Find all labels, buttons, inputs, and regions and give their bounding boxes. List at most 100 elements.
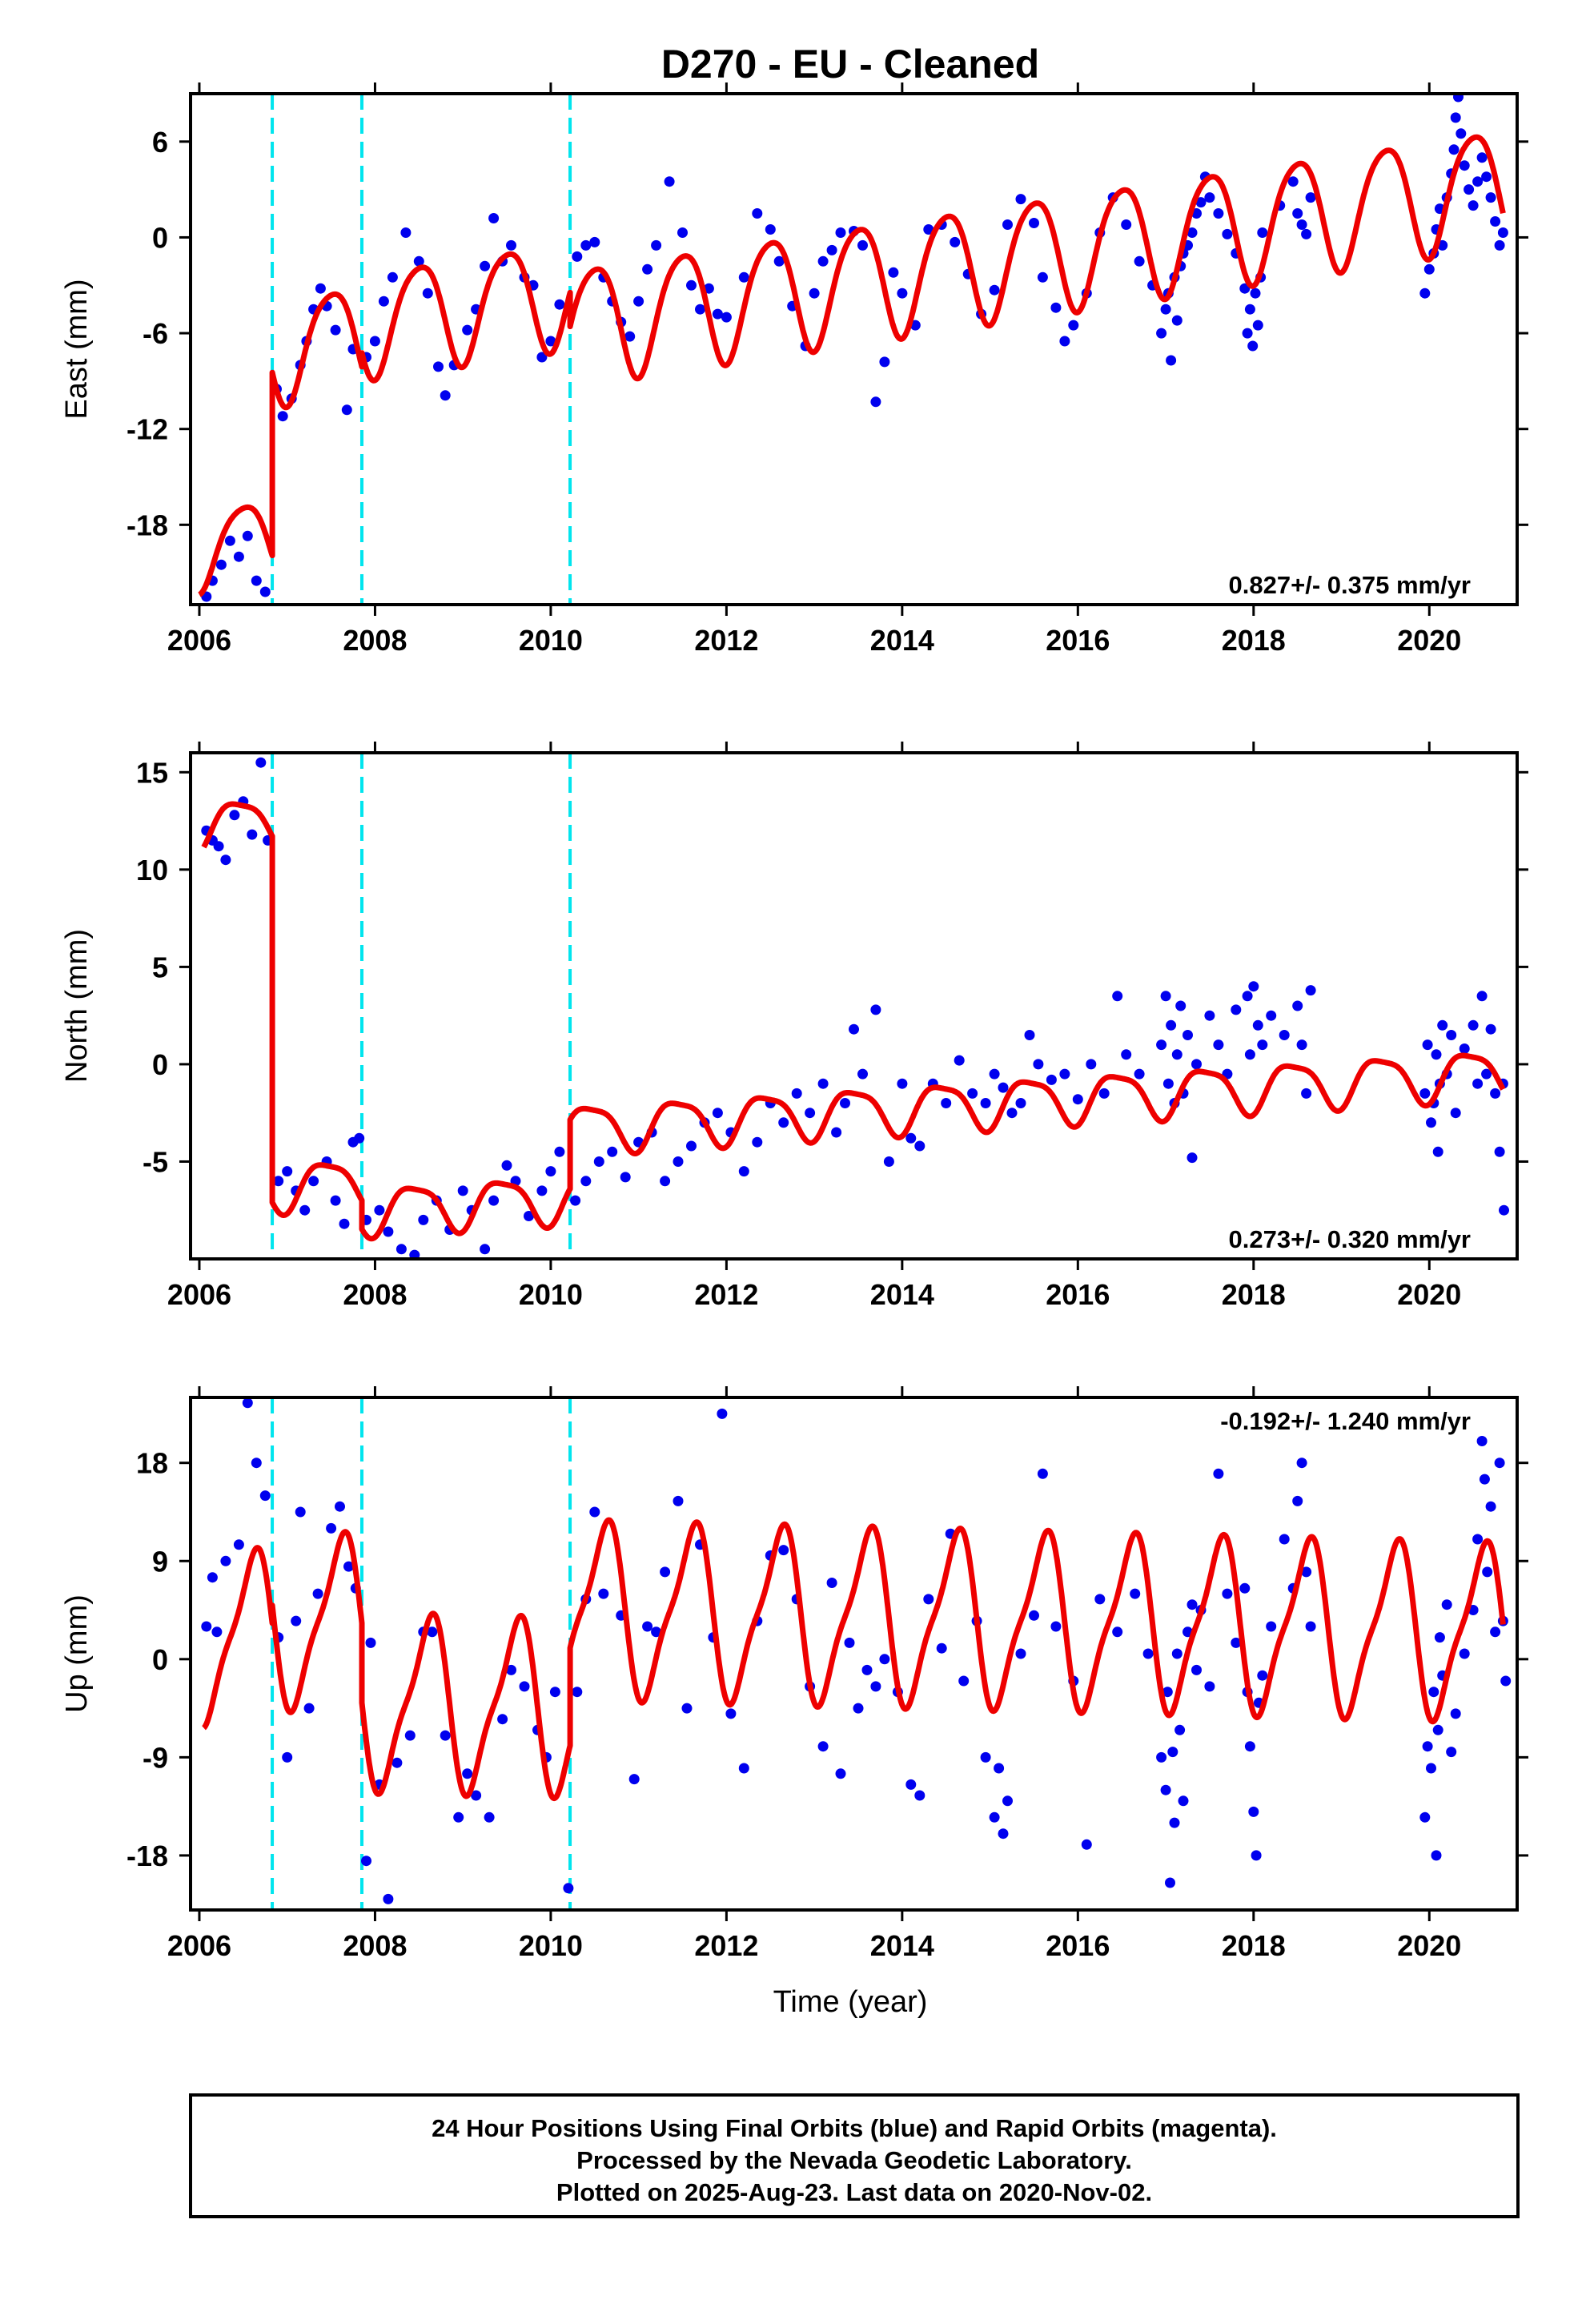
x-tick-label: 2018 xyxy=(1222,624,1286,657)
data-point xyxy=(524,1211,534,1221)
y-tick-label: 6 xyxy=(152,126,168,159)
data-point xyxy=(1244,1049,1255,1060)
data-point xyxy=(554,1146,565,1157)
data-point xyxy=(1305,985,1316,996)
data-point xyxy=(251,575,262,586)
data-point xyxy=(633,296,644,307)
data-point xyxy=(835,1768,846,1779)
data-point xyxy=(213,841,224,852)
x-tick-label: 2014 xyxy=(870,1929,934,1962)
data-point xyxy=(1244,304,1255,315)
data-point xyxy=(1476,1436,1488,1446)
y-tick-label: 15 xyxy=(136,756,168,789)
data-point xyxy=(303,1703,315,1714)
data-point xyxy=(664,176,675,187)
data-point xyxy=(1024,1030,1035,1040)
data-point xyxy=(580,1176,592,1187)
data-point xyxy=(1305,192,1316,203)
data-point xyxy=(1257,227,1268,238)
data-point xyxy=(1186,227,1198,238)
data-point xyxy=(1242,328,1253,339)
data-point xyxy=(1166,355,1177,366)
data-point xyxy=(1419,1088,1431,1099)
data-point xyxy=(1292,208,1303,219)
data-point xyxy=(1160,304,1171,315)
y-tick-label: 0 xyxy=(152,1643,168,1676)
data-point xyxy=(1160,991,1171,1002)
data-point xyxy=(1441,1599,1452,1610)
data-point xyxy=(242,1397,253,1409)
data-point xyxy=(1204,1010,1215,1021)
data-point xyxy=(462,1768,473,1779)
x-tick-label: 2014 xyxy=(870,1278,934,1311)
x-tick-label: 2016 xyxy=(1046,1278,1110,1311)
data-point xyxy=(826,244,837,255)
model-curve xyxy=(201,1517,1506,1802)
y-axis-title: East (mm) xyxy=(60,279,94,419)
data-point xyxy=(651,1626,662,1638)
data-point xyxy=(1252,1019,1263,1031)
data-point xyxy=(1006,1108,1018,1119)
data-point xyxy=(1050,302,1062,313)
data-point xyxy=(598,1588,609,1599)
data-point xyxy=(1301,1088,1312,1099)
data-point xyxy=(883,1156,894,1167)
data-point xyxy=(1046,1074,1057,1085)
x-tick-label: 2018 xyxy=(1222,1929,1286,1962)
data-point xyxy=(1296,1458,1307,1469)
data-point xyxy=(1156,328,1167,339)
y-tick-label: -6 xyxy=(143,317,168,350)
data-point xyxy=(1453,94,1464,103)
data-point xyxy=(589,1506,600,1518)
data-point xyxy=(1156,1039,1167,1051)
data-point xyxy=(1485,192,1496,203)
data-point xyxy=(1448,144,1460,155)
data-point xyxy=(1162,1687,1173,1698)
data-point xyxy=(1213,208,1224,219)
data-point xyxy=(717,1408,728,1419)
data-point xyxy=(480,260,491,271)
data-point xyxy=(1248,1806,1259,1817)
data-point xyxy=(361,1856,371,1867)
data-point xyxy=(738,1166,749,1177)
x-tick-label: 2008 xyxy=(343,624,407,657)
data-point xyxy=(404,1730,416,1741)
data-point xyxy=(563,1883,574,1894)
data-point xyxy=(1171,1648,1182,1659)
footer-line-3: Plotted on 2025-Aug-23. Last data on 202… xyxy=(556,2178,1152,2206)
data-point xyxy=(1472,176,1484,187)
data-point xyxy=(282,1751,293,1763)
data-point xyxy=(1191,1664,1202,1675)
data-point xyxy=(554,299,565,310)
data-point xyxy=(642,263,653,275)
data-point xyxy=(1500,1675,1512,1687)
data-point xyxy=(791,1088,802,1099)
data-point xyxy=(923,1594,934,1605)
data-point xyxy=(242,530,253,541)
rate-annotation: 0.273+/- 0.320 mm/yr xyxy=(1229,1225,1471,1253)
data-point xyxy=(1160,1784,1171,1795)
data-point xyxy=(1257,1039,1268,1051)
x-axis-title: Time (year) xyxy=(773,1985,928,2019)
data-point xyxy=(1490,1626,1501,1638)
data-point xyxy=(295,1506,306,1518)
data-point xyxy=(1002,1795,1013,1807)
data-point xyxy=(480,1244,491,1255)
data-point xyxy=(1279,1030,1290,1040)
data-point xyxy=(383,1893,394,1904)
data-point xyxy=(1476,152,1488,163)
data-point xyxy=(686,279,697,291)
data-point xyxy=(1174,1724,1186,1735)
data-point xyxy=(914,1790,926,1801)
panel-2: 2006 2008 2010 2012 2014 2016 2018 2020 -5 0 5 10 15… xyxy=(60,742,1528,1311)
data-point xyxy=(1432,1146,1443,1157)
data-point xyxy=(1222,228,1233,239)
data-point xyxy=(677,227,688,238)
data-point xyxy=(1094,1594,1106,1605)
data-point xyxy=(488,1195,500,1206)
data-point xyxy=(1494,1458,1505,1469)
data-point xyxy=(1422,1741,1433,1752)
data-point xyxy=(215,559,227,570)
data-point xyxy=(339,1218,350,1229)
